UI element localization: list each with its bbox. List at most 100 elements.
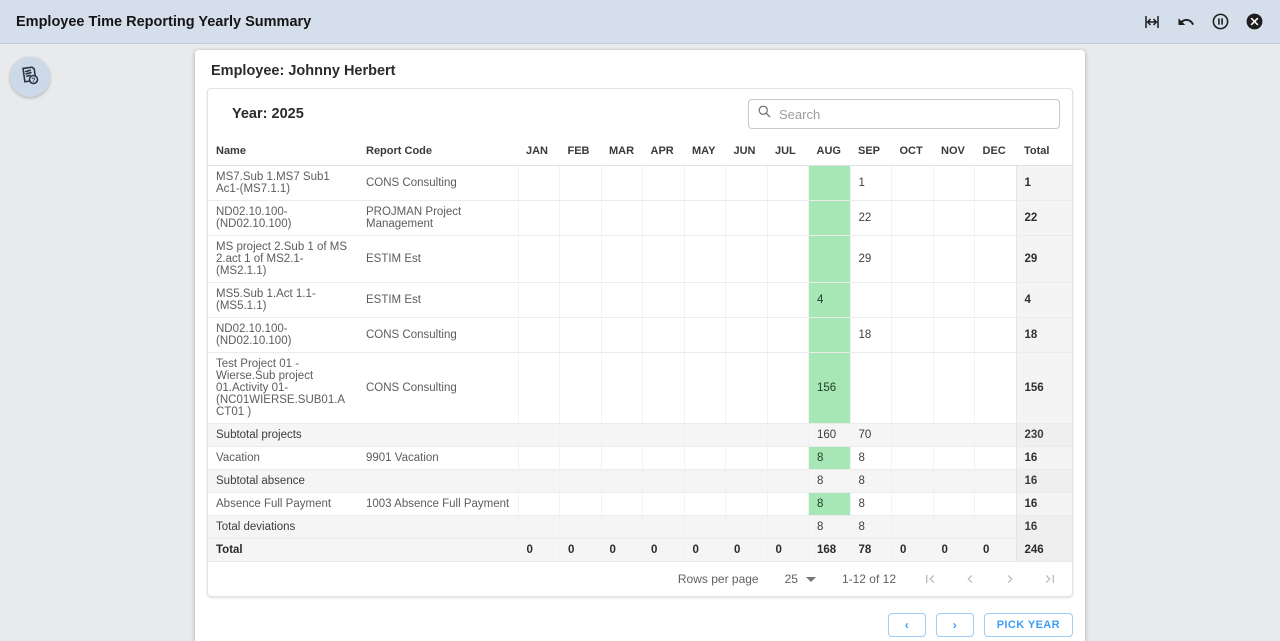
cell-total: 16	[1015, 446, 1072, 470]
paginator: Rows per page 25 1-12 of 12	[208, 562, 1072, 596]
cell-month-jul	[766, 165, 809, 201]
cell-month-mar	[600, 352, 643, 424]
cell-month-mar	[600, 200, 643, 236]
last-page-icon[interactable]	[1042, 571, 1058, 587]
cell-month-jan	[517, 423, 560, 447]
next-page-icon[interactable]	[1002, 571, 1018, 587]
pick-year-button[interactable]: PICK YEAR	[983, 613, 1073, 637]
cell-month-nov: 0	[932, 538, 975, 562]
cell-month-jun	[725, 165, 767, 201]
cell-month-jul	[766, 469, 809, 493]
cell-month-jan	[517, 200, 560, 236]
column-header-oct: OCT	[891, 137, 933, 166]
cell-name: ND02.10.100-(ND02.10.100)	[208, 317, 358, 353]
cell-month-aug: 168	[808, 538, 850, 562]
cell-total: 156	[1015, 352, 1072, 424]
search-input[interactable]	[779, 106, 1051, 122]
cell-month-dec	[974, 200, 1016, 236]
cell-month-may	[683, 282, 726, 318]
cell-total: 230	[1015, 423, 1072, 447]
report-card: Employee: Johnny Herbert Year: 2025 Name…	[195, 50, 1085, 641]
next-year-button[interactable]: ›	[935, 613, 974, 637]
column-header-total: Total	[1016, 137, 1072, 166]
cell-total: 16	[1015, 469, 1072, 493]
paginator-nav	[922, 571, 1058, 587]
cell-month-jan: 0	[517, 538, 560, 562]
page-size-select[interactable]: 25	[785, 572, 816, 586]
cell-month-apr	[642, 200, 684, 236]
cell-month-dec	[974, 352, 1016, 424]
cell-name: ND02.10.100-(ND02.10.100)	[208, 200, 358, 236]
cell-month-apr	[642, 492, 684, 516]
cell-total: 16	[1015, 515, 1072, 539]
cell-month-feb	[559, 317, 601, 353]
column-header-mar: MAR	[601, 137, 643, 166]
cell-total: 246	[1015, 538, 1072, 562]
cell-month-jun: 0	[725, 538, 767, 562]
cell-month-jul	[766, 352, 809, 424]
prev-year-button[interactable]: ‹	[887, 613, 926, 637]
cell-month-jan	[517, 469, 560, 493]
cell-month-mar	[600, 165, 643, 201]
cell-month-may	[683, 165, 726, 201]
pause-icon[interactable]	[1210, 12, 1230, 32]
column-header-feb: FEB	[559, 137, 601, 166]
cell-report-code	[358, 469, 518, 493]
year-label: Year: 2025	[232, 106, 304, 122]
page-range-label: 1-12 of 12	[841, 572, 896, 586]
cell-month-sep	[849, 352, 892, 424]
table-row: ND02.10.100-(ND02.10.100) PROJMAN Project…	[208, 200, 1072, 236]
cell-month-aug: 4	[808, 282, 850, 318]
cell-month-jul	[766, 446, 809, 470]
cell-total: 18	[1015, 317, 1072, 353]
report-help-button[interactable]: ?	[10, 57, 50, 97]
table-row: Total deviations 8 8 16	[208, 515, 1072, 539]
search-icon	[757, 104, 772, 124]
cell-month-may	[683, 469, 726, 493]
cell-report-code: CONS Consulting	[358, 317, 518, 353]
cell-month-dec: 0	[974, 538, 1016, 562]
cell-name: Test Project 01 - Wierse.Sub project 01.…	[208, 352, 358, 424]
cell-total: 16	[1015, 492, 1072, 516]
close-icon[interactable]	[1244, 12, 1264, 32]
cell-month-mar	[600, 446, 643, 470]
cell-month-feb	[559, 423, 601, 447]
cell-month-sep: 8	[849, 515, 892, 539]
cell-month-apr	[642, 352, 684, 424]
app-title-bar: Employee Time Reporting Yearly Summary	[0, 0, 1280, 44]
cell-month-jun	[725, 492, 767, 516]
footer-actions: ‹ › PICK YEAR	[195, 597, 1085, 639]
cell-month-oct	[891, 235, 933, 283]
search-box[interactable]	[748, 99, 1060, 129]
panel-toolbar: Year: 2025	[208, 89, 1072, 137]
chevron-down-icon	[805, 576, 816, 582]
table-row: Subtotal absence 8 8 16	[208, 469, 1072, 493]
cell-month-jan	[517, 282, 560, 318]
page-size-value: 25	[784, 572, 798, 586]
prev-page-icon[interactable]	[962, 571, 978, 587]
cell-month-nov	[932, 469, 975, 493]
app-title: Employee Time Reporting Yearly Summary	[16, 13, 312, 30]
cell-month-oct	[891, 492, 933, 516]
cell-name: Subtotal projects	[208, 423, 358, 447]
cell-report-code	[358, 515, 518, 539]
undo-icon[interactable]	[1176, 12, 1196, 32]
cell-month-feb	[559, 165, 601, 201]
fit-width-icon[interactable]	[1142, 12, 1162, 32]
cell-month-may	[683, 317, 726, 353]
cell-name: Total	[208, 538, 358, 562]
cell-month-may: 0	[683, 538, 726, 562]
cell-month-sep: 70	[849, 423, 892, 447]
cell-month-sep: 78	[849, 538, 892, 562]
cell-name: MS project 2.Sub 1 of MS 2.act 1 of MS2.…	[208, 235, 358, 283]
cell-report-code: ESTIM Est	[358, 282, 518, 318]
cell-month-jul	[766, 515, 809, 539]
cell-month-jul	[766, 317, 809, 353]
first-page-icon[interactable]	[922, 571, 938, 587]
cell-report-code	[358, 423, 518, 447]
cell-month-jul	[766, 492, 809, 516]
cell-month-aug: 8	[808, 515, 850, 539]
table-row: Subtotal projects 160 70 230	[208, 423, 1072, 447]
cell-month-mar	[600, 515, 643, 539]
